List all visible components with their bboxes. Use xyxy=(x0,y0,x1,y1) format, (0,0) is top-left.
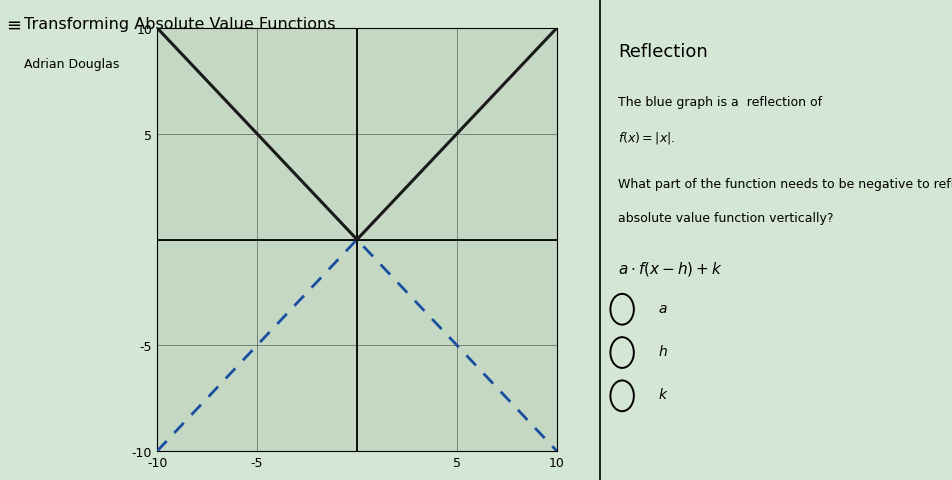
Text: Adrian Douglas: Adrian Douglas xyxy=(24,58,119,71)
Text: $f(x) = |x|$.: $f(x) = |x|$. xyxy=(619,130,676,145)
Text: What part of the function needs to be negative to reflect the: What part of the function needs to be ne… xyxy=(619,178,952,191)
Text: $a \cdot f(x-h)+k$: $a \cdot f(x-h)+k$ xyxy=(619,259,724,277)
Text: k: k xyxy=(659,387,666,402)
Text: a: a xyxy=(659,301,667,315)
Text: ≡: ≡ xyxy=(6,17,21,35)
Text: The blue graph is a  reflection of: The blue graph is a reflection of xyxy=(619,96,826,109)
Text: Transforming Absolute Value Functions: Transforming Absolute Value Functions xyxy=(24,17,335,32)
Text: h: h xyxy=(659,344,667,359)
Text: absolute value function vertically?: absolute value function vertically? xyxy=(619,211,834,224)
Text: Reflection: Reflection xyxy=(619,43,708,61)
